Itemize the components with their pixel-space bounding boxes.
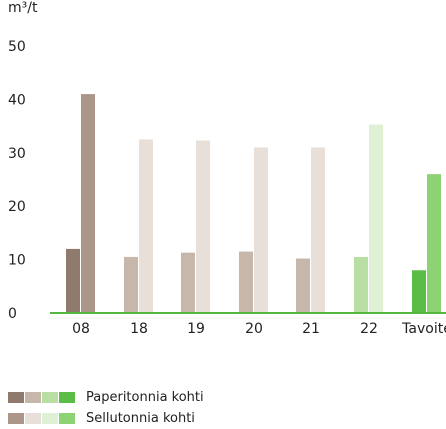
x-tick-label: 08 [72,321,90,337]
y-axis-unit-label: m³/t [8,0,38,16]
x-tick-label: 22 [360,321,378,337]
x-tick-label: 20 [245,321,263,337]
x-tick-label: 21 [302,321,320,337]
bar-pulp-20 [254,147,268,313]
bar-paper-08 [66,248,80,313]
legend-pulp-swatch-2 [42,413,58,424]
x-tick-label: 19 [187,321,205,337]
legend-paper-swatch-3 [59,392,75,403]
legend-pulp-swatch-3 [59,413,75,424]
bar-pulp-19 [196,140,210,313]
x-tick-label: Tavoite [401,321,446,337]
legend-pulp-swatch-1 [25,413,41,424]
legend: Paperitonnia kohti Sellutonnia kohti [8,387,204,429]
y-tick-label: 10 [8,253,26,269]
y-tick-label: 30 [8,146,26,162]
bar-pulp-Tavoite [427,174,441,313]
bar-paper-19 [181,252,195,313]
y-tick-label: 50 [8,39,26,55]
bar-paper-21 [296,258,310,313]
legend-item-pulp: Sellutonnia kohti [8,408,204,429]
bar-pulp-08 [81,94,95,313]
bar-pulp-22 [369,124,383,313]
legend-paper-swatch-2 [42,392,58,403]
legend-pulp-swatch-0 [8,413,24,424]
bar-paper-Tavoite [412,270,426,313]
y-tick-label: 40 [8,92,26,108]
bar-pulp-18 [139,139,153,313]
legend-swatches-paper [8,392,76,403]
bar-pulp-21 [311,147,325,313]
legend-paper-swatch-0 [8,392,24,403]
bar-paper-20 [239,251,253,313]
legend-swatches-pulp [8,413,76,424]
x-tick-label: 18 [130,321,148,337]
legend-paper-swatch-1 [25,392,41,403]
y-tick-label: 20 [8,199,26,215]
legend-label-pulp: Sellutonnia kohti [86,411,195,426]
bar-paper-22 [354,256,368,313]
bar-paper-18 [124,256,138,313]
legend-label-paper: Paperitonnia kohti [86,390,204,405]
y-tick-label: 0 [8,306,17,322]
legend-item-paper: Paperitonnia kohti [8,387,204,408]
